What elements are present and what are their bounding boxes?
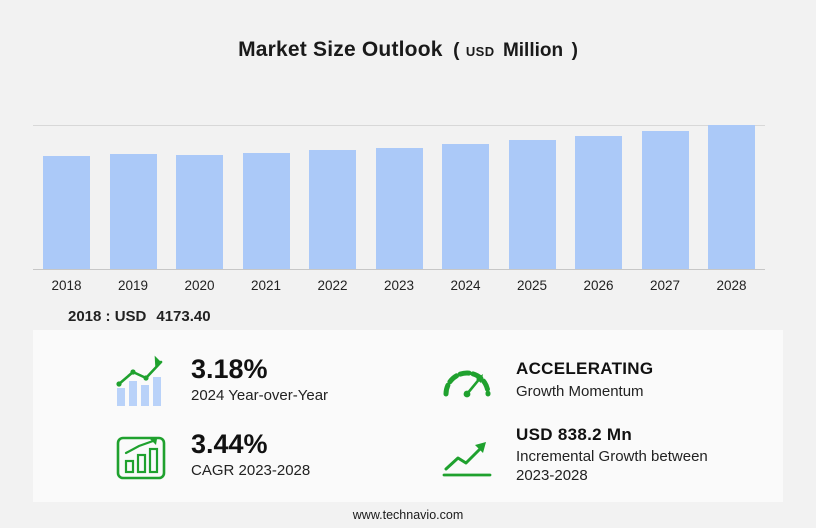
x-tick-label-2021: 2021 (250, 278, 282, 293)
yoy-label: 2024 Year-over-Year (191, 386, 329, 404)
x-tick-label-2023: 2023 (383, 278, 415, 293)
stat-text: 3.18% 2024 Year-over-Year (191, 355, 328, 405)
x-tick-label-2027: 2027 (649, 278, 681, 293)
base-year-value-annotation: 2018 : USD 4173.40 (68, 308, 211, 325)
x-tick-label-2026: 2026 (583, 278, 614, 293)
x-tick-label-2028: 2028 (716, 278, 747, 293)
bar-2019 (109, 154, 157, 269)
source-url: www.technavio.com (352, 508, 464, 522)
base-year-value: 4173.40 (156, 308, 211, 325)
x-tick-label-2025: 2025 (516, 278, 548, 293)
stat-year-over-year: 3.18% 2024 Year-over-Year (113, 348, 428, 413)
bar-plot (33, 125, 765, 270)
market-size-bar-chart: 2018 2019 2020 2021 2022 2023 2024 2025 2026 2027… (33, 125, 765, 293)
x-axis-labels: 2018 2019 2020 2021 2022 2023 2024 2025 2026 2027… (33, 270, 765, 293)
incremental-growth-arrow-icon (438, 429, 496, 483)
bar-2021 (242, 153, 290, 269)
title-main: Market Size Outlook (238, 38, 443, 61)
momentum-value: ACCELERATING (516, 359, 654, 379)
cagr-chart-icon (113, 429, 171, 483)
x-tick-label-2018: 2018 (51, 278, 82, 293)
momentum-label: Growth Momentum (516, 382, 644, 400)
bar-2020 (176, 155, 223, 269)
title-paren-close: ) (571, 40, 578, 61)
page-title: Market Size Outlook ( USD Million ) (0, 38, 816, 62)
stat-text: ACCELERATING Growth Momentum (516, 359, 653, 401)
stat-cagr: 3.44% CAGR 2023-2028 (113, 423, 428, 488)
stat-growth-momentum: ACCELERATING Growth Momentum (438, 348, 753, 413)
incremental-value: USD 838.2 Mn (516, 425, 633, 445)
stat-text: USD 838.2 Mn Incremental Growth between … (516, 425, 726, 486)
bar-2025 (508, 140, 556, 269)
yoy-bar-chart-icon (113, 354, 171, 408)
bar-2018 (43, 156, 90, 269)
x-tick-label-2024: 2024 (450, 278, 481, 293)
bar-2028 (708, 125, 755, 269)
x-tick-label-2022: 2022 (317, 278, 348, 293)
bar-2026 (575, 136, 622, 269)
stat-text: 3.44% CAGR 2023-2028 (191, 430, 310, 480)
bar-2023 (375, 148, 423, 269)
cagr-value: 3.44% (191, 429, 268, 460)
speedometer-icon (438, 354, 496, 408)
x-tick-label-2019: 2019 (117, 278, 149, 293)
yoy-value: 3.18% (191, 354, 268, 385)
stats-panel: 3.18% 2024 Year-over-Year ACCELERATING G… (33, 330, 783, 502)
bar-2024 (442, 144, 489, 269)
title-paren-open: ( (453, 40, 460, 61)
title-currency: USD (465, 44, 495, 59)
incremental-label: Incremental Growth between 2023-2028 (516, 448, 708, 485)
title-unit: Million (502, 40, 564, 61)
base-year-label: 2018 : USD (68, 308, 147, 325)
stat-incremental-growth: USD 838.2 Mn Incremental Growth between … (438, 423, 753, 488)
cagr-label: CAGR 2023-2028 (191, 461, 311, 479)
x-tick-label-2020: 2020 (184, 278, 215, 293)
bar-2027 (641, 131, 689, 269)
bar-2022 (309, 150, 356, 269)
